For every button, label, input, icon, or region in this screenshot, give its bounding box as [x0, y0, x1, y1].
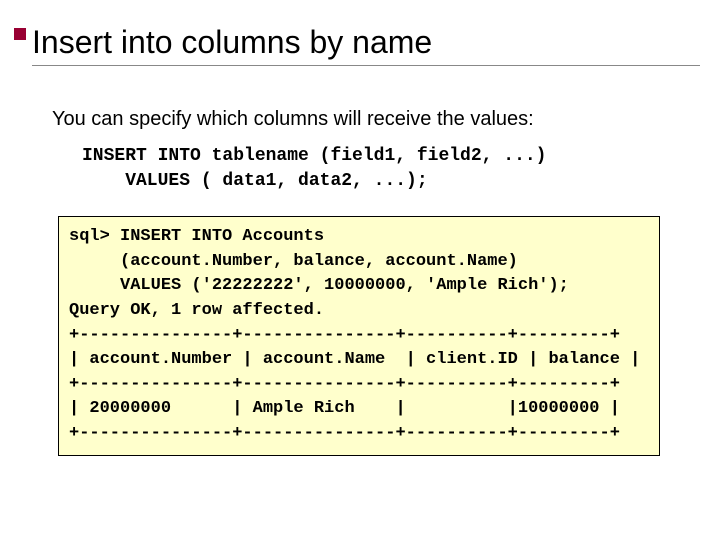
- code-box: sql> INSERT INTO Accounts (account.Numbe…: [58, 216, 660, 456]
- title-block: Insert into columns by name: [32, 24, 700, 66]
- accent-square: [14, 28, 26, 40]
- title-underline: [32, 65, 700, 66]
- subtitle-text: You can specify which columns will recei…: [52, 108, 534, 131]
- syntax-block: INSERT INTO tablename (field1, field2, .…: [82, 144, 546, 194]
- slide-title: Insert into columns by name: [32, 24, 700, 61]
